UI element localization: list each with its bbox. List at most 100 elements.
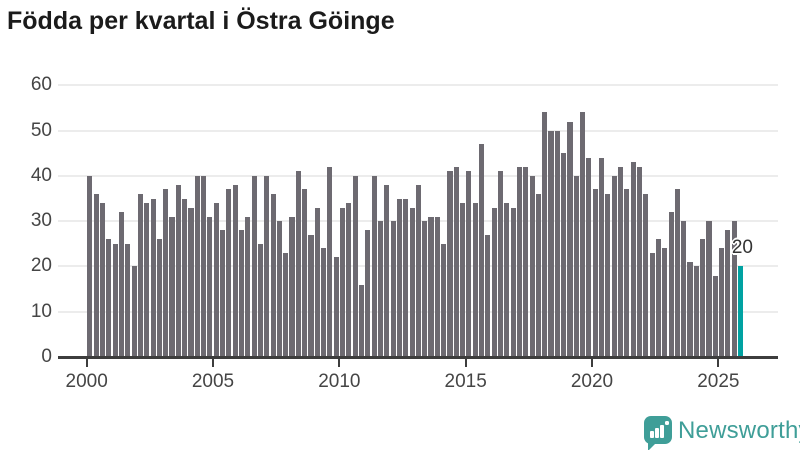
bar-2011-q1 bbox=[365, 230, 371, 357]
bar-2006-q1 bbox=[238, 230, 245, 357]
bar-2024-q1 bbox=[693, 266, 699, 357]
bar-2020-q4 bbox=[611, 175, 617, 357]
bar-2013-q2 bbox=[422, 221, 428, 357]
bar-2000-q3 bbox=[99, 203, 106, 357]
bar-2020-q1 bbox=[592, 189, 598, 357]
bar-2017-q3 bbox=[529, 175, 535, 357]
bar-2016-q2 bbox=[497, 171, 504, 357]
bar-2004-q3 bbox=[201, 175, 207, 357]
logo-bar-chart-glyph bbox=[660, 425, 664, 438]
bar-2017-q2 bbox=[523, 166, 529, 357]
bar-2006-q4 bbox=[257, 243, 263, 357]
x-axis-label: 2025 bbox=[697, 371, 740, 392]
bar-2019-q4 bbox=[586, 157, 592, 357]
bar-2008-q4 bbox=[308, 234, 314, 357]
bar-2007-q3 bbox=[276, 221, 282, 357]
bar-2003-q3 bbox=[175, 184, 181, 357]
bar-2007-q2 bbox=[270, 193, 276, 357]
y-axis-label: 50 bbox=[30, 119, 52, 141]
highlight-value-label: 20 bbox=[731, 237, 753, 258]
bar-2013-q1 bbox=[415, 184, 421, 357]
bar-2017-q1 bbox=[516, 166, 522, 357]
x-axis-line bbox=[58, 356, 778, 359]
y-axis-label: 10 bbox=[30, 300, 52, 322]
bar-2009-q2 bbox=[321, 248, 327, 357]
bar-2024-q2 bbox=[700, 239, 706, 357]
bar-2020-q3 bbox=[605, 193, 611, 357]
bar-2002-q2 bbox=[144, 203, 150, 357]
bar-2022-q4 bbox=[662, 248, 668, 357]
bar-2020-q2 bbox=[599, 157, 605, 357]
bar-2018-q1 bbox=[542, 112, 548, 357]
bar-2002-q1 bbox=[137, 193, 143, 357]
gridline-y60 bbox=[58, 84, 778, 87]
bar-2021-q2 bbox=[624, 189, 630, 357]
bar-2009-q3 bbox=[327, 166, 333, 357]
bar-2001-q2 bbox=[118, 212, 125, 357]
chart-title: Födda per kvartal i Östra Göinge bbox=[7, 7, 395, 35]
bar-2005-q3 bbox=[226, 189, 232, 357]
bar-2015-q1 bbox=[466, 171, 472, 357]
bar-2021-q4 bbox=[636, 166, 643, 357]
bar-2023-q4 bbox=[687, 261, 693, 357]
x-axis-tick-2015 bbox=[464, 358, 467, 367]
bar-2007-q1 bbox=[264, 175, 270, 357]
bar-2022-q2 bbox=[649, 252, 655, 357]
bar-2003-q2 bbox=[169, 216, 175, 357]
bar-2004-q2 bbox=[194, 175, 200, 357]
bar-2004-q1 bbox=[188, 207, 194, 357]
bar-2012-q1 bbox=[390, 221, 396, 357]
bar-2002-q4 bbox=[156, 239, 162, 357]
bar-2017-q4 bbox=[535, 193, 541, 357]
bar-2025-q1 bbox=[719, 248, 725, 357]
bar-2008-q1 bbox=[289, 216, 295, 357]
bar-2005-q4 bbox=[232, 184, 238, 357]
newsworthy-logo-icon bbox=[644, 416, 672, 444]
x-axis-label: 2005 bbox=[191, 371, 235, 392]
bar-2011-q4 bbox=[384, 184, 390, 357]
bar-2000-q2 bbox=[93, 193, 99, 357]
bar-2000-q4 bbox=[106, 239, 112, 357]
bar-2013-q4 bbox=[434, 216, 440, 357]
bar-2010-q3 bbox=[352, 175, 358, 357]
x-axis-label: 2015 bbox=[444, 371, 487, 392]
bar-2016-q3 bbox=[504, 203, 510, 357]
bar-2001-q1 bbox=[112, 243, 118, 357]
x-axis-tick-2025 bbox=[717, 358, 720, 367]
bar-2023-q1 bbox=[668, 212, 674, 357]
bar-2009-q4 bbox=[333, 257, 339, 357]
bar-2024-q4 bbox=[712, 275, 718, 357]
x-axis-tick-2005 bbox=[211, 358, 214, 367]
bar-2016-q1 bbox=[491, 207, 497, 357]
x-axis-label: 2020 bbox=[570, 371, 614, 392]
y-axis-label: 40 bbox=[30, 164, 52, 186]
bar-2025-q4-highlight bbox=[738, 266, 744, 357]
bar-2014-q4 bbox=[460, 203, 466, 357]
bar-2022-q3 bbox=[655, 239, 661, 357]
bar-2014-q3 bbox=[453, 166, 459, 357]
y-axis-label: 20 bbox=[30, 255, 52, 277]
bar-2002-q3 bbox=[150, 198, 156, 357]
bar-2025-q2 bbox=[725, 230, 731, 357]
bar-2012-q3 bbox=[403, 198, 409, 357]
gridline-y50 bbox=[58, 129, 778, 132]
bar-2024-q3 bbox=[706, 221, 712, 357]
y-axis-label: 60 bbox=[30, 74, 52, 96]
bar-2018-q3 bbox=[554, 130, 560, 357]
bar-2013-q3 bbox=[428, 216, 434, 357]
bar-2009-q1 bbox=[314, 207, 320, 357]
bar-2001-q4 bbox=[131, 266, 137, 357]
bar-2021-q3 bbox=[630, 162, 636, 357]
bar-2018-q4 bbox=[561, 153, 567, 357]
bar-2011-q2 bbox=[371, 175, 377, 357]
bar-2000-q1 bbox=[87, 175, 93, 357]
gridline-y40 bbox=[58, 174, 778, 177]
bar-2019-q3 bbox=[580, 112, 586, 357]
bar-2018-q2 bbox=[548, 130, 554, 357]
bar-2012-q2 bbox=[396, 198, 402, 357]
bar-2021-q1 bbox=[617, 166, 624, 357]
x-axis-label: 2000 bbox=[65, 371, 108, 392]
bar-2003-q4 bbox=[182, 198, 188, 357]
bar-2023-q3 bbox=[681, 221, 687, 357]
bar-2014-q1 bbox=[441, 243, 447, 357]
